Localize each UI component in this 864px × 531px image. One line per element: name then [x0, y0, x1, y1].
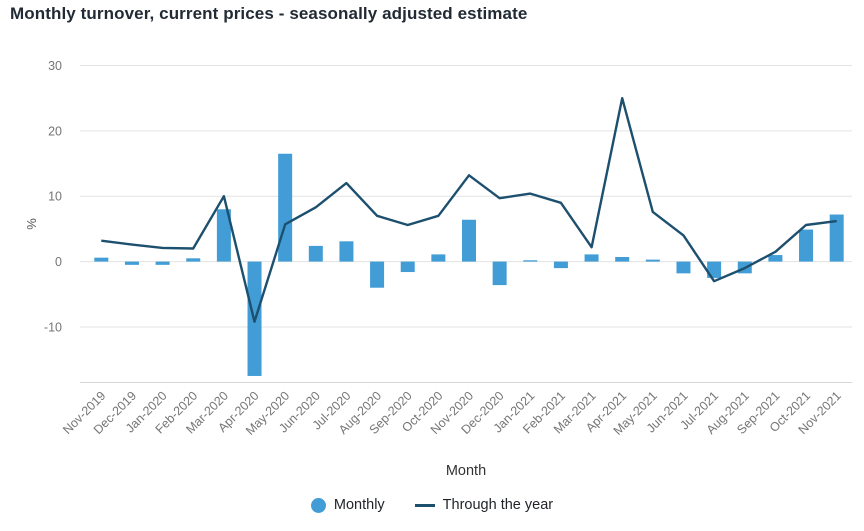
- through-the-year-series-swatch-icon: [414, 503, 435, 507]
- through-the-year-line[interactable]: [101, 96, 837, 323]
- monthly-bar[interactable]: [645, 259, 660, 262]
- legend-item-monthly[interactable]: Monthly: [310, 497, 385, 513]
- y-tick-label: 0: [55, 255, 62, 269]
- monthly-bar[interactable]: [186, 258, 201, 262]
- chart-title: Monthly turnover, current prices - seaso…: [10, 4, 528, 23]
- monthly-bar[interactable]: [615, 257, 630, 262]
- monthly-bar[interactable]: [768, 255, 783, 262]
- monthly-bar[interactable]: [676, 261, 691, 274]
- monthly-bar[interactable]: [400, 261, 415, 273]
- legend: Monthly Through the year: [0, 497, 864, 513]
- legend-label-through-the-year: Through the year: [442, 497, 554, 513]
- monthly-bar[interactable]: [155, 261, 170, 265]
- monthly-bar[interactable]: [431, 254, 446, 262]
- monthly-series-swatch-icon: [310, 497, 326, 513]
- gridlines: [80, 65, 852, 383]
- monthly-bar[interactable]: [216, 209, 231, 262]
- monthly-bar[interactable]: [492, 261, 507, 286]
- y-tick-label: -10: [44, 320, 62, 334]
- monthly-bar[interactable]: [553, 261, 568, 269]
- y-tick-label: 20: [48, 124, 62, 138]
- monthly-bar[interactable]: [584, 254, 599, 262]
- plot-area: 30 20 10 0 -10 Nov-2019Dec-2019Jan-2020Feb-2…: [24, 59, 852, 479]
- y-axis-title: %: [24, 218, 39, 230]
- monthly-bar[interactable]: [370, 261, 385, 288]
- monthly-bar[interactable]: [308, 245, 323, 262]
- monthly-bars: [94, 153, 844, 376]
- x-axis-tick-labels: Nov-2019Dec-2019Jan-2020Feb-2020Mar-2020…: [60, 389, 844, 438]
- monthly-bar[interactable]: [339, 241, 354, 262]
- y-tick-label: 10: [48, 190, 62, 204]
- legend-label-monthly: Monthly: [333, 497, 385, 513]
- monthly-bar[interactable]: [523, 260, 538, 262]
- monthly-bar[interactable]: [829, 214, 844, 262]
- monthly-bar[interactable]: [124, 261, 139, 265]
- y-tick-label: 30: [48, 59, 62, 73]
- x-axis-title: Month: [446, 463, 486, 479]
- monthly-bar[interactable]: [799, 229, 814, 262]
- legend-item-through-the-year[interactable]: Through the year: [414, 497, 554, 513]
- monthly-bar[interactable]: [462, 219, 476, 262]
- monthly-bar[interactable]: [278, 153, 293, 262]
- monthly-bar[interactable]: [94, 257, 109, 262]
- through-the-year-series: [101, 96, 837, 323]
- y-axis-tick-labels: 30 20 10 0 -10: [44, 59, 62, 334]
